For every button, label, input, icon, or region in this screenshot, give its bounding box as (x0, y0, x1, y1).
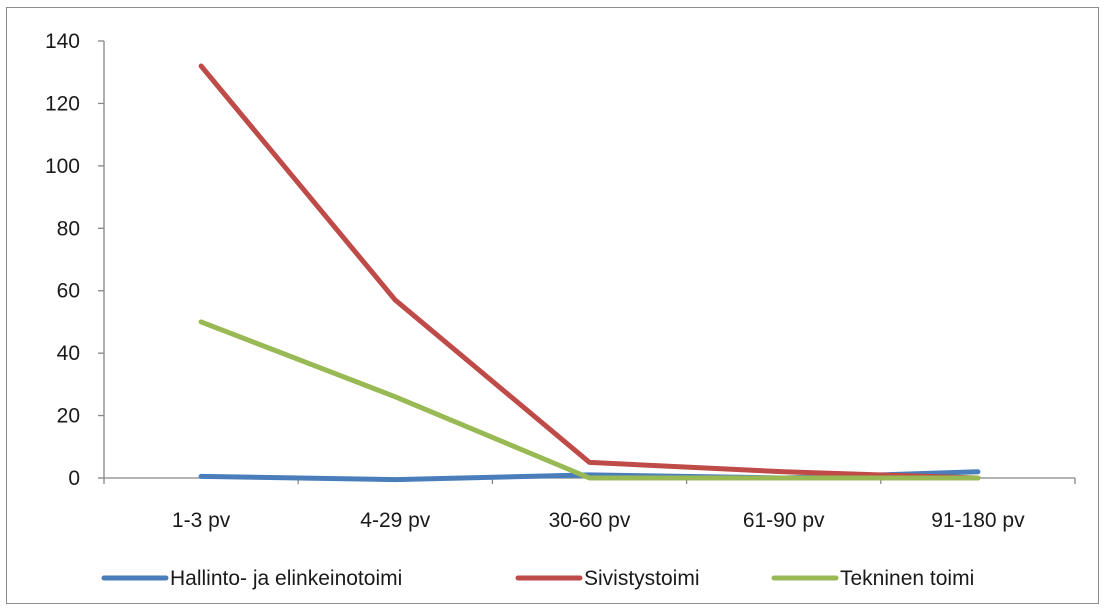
x-category-label: 4-29 pv (360, 509, 431, 532)
y-tick-label: 120 (45, 92, 80, 115)
y-tick-label: 40 (57, 342, 80, 365)
series-line-3 (198, 319, 981, 481)
axes (98, 40, 1076, 484)
y-tick-label: 100 (45, 155, 80, 178)
y-tick-label: 0 (68, 467, 80, 490)
y-axis-tick-labels: 0 20 40 60 80 100 120 140 (45, 30, 80, 490)
x-category-label: 1-3 pv (172, 509, 231, 532)
x-axis-category-labels: 1-3 pv 4-29 pv 30-60 pv 61-90 pv 91-180 pv (172, 509, 1025, 532)
series-lines (198, 63, 981, 483)
y-tick-label: 60 (57, 280, 80, 303)
legend-label-2: Sivistystoimi (584, 567, 700, 590)
y-tick-label: 80 (57, 217, 80, 240)
series-line-2 (198, 63, 981, 481)
chart-frame (6, 7, 1099, 604)
legend-label-3: Tekninen toimi (840, 567, 974, 590)
x-category-label: 30-60 pv (549, 509, 631, 532)
legend: Hallinto- ja elinkeinotoimi Sivistystoimi… (101, 567, 974, 590)
x-category-label: 91-180 pv (931, 509, 1025, 532)
x-category-label: 61-90 pv (743, 509, 825, 532)
legend-label-1: Hallinto- ja elinkeinotoimi (170, 567, 402, 590)
y-tick-label: 20 (57, 405, 80, 428)
y-tick-label: 140 (45, 30, 80, 53)
